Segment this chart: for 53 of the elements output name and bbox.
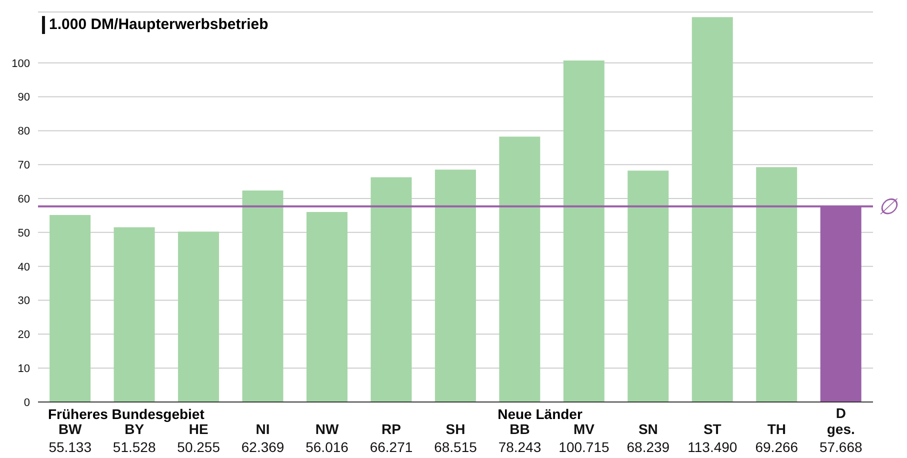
bar bbox=[242, 190, 284, 402]
x-tick-label: NW bbox=[315, 421, 340, 437]
bar bbox=[756, 167, 798, 402]
data-label: 51.528 bbox=[112, 439, 156, 455]
x-tick-label: RP bbox=[382, 421, 401, 437]
bar bbox=[628, 170, 669, 402]
text: Früheres Bundesgebiet bbox=[48, 406, 204, 422]
data-label: 68.515 bbox=[434, 439, 478, 455]
x-tick-label: TH bbox=[767, 421, 786, 437]
y-tick-label: 100 bbox=[12, 58, 30, 70]
y-tick-label: 30 bbox=[18, 295, 30, 308]
x-tick-label: HE bbox=[188, 421, 208, 437]
y-tick-label: 70 bbox=[18, 160, 30, 172]
data-label: 100.715 bbox=[558, 439, 610, 455]
bar bbox=[114, 227, 155, 402]
bar bbox=[306, 212, 348, 402]
y-tick-label: 40 bbox=[18, 261, 30, 274]
x-tick-label: MV bbox=[573, 421, 596, 437]
bar bbox=[178, 232, 220, 402]
data-label: 66.271 bbox=[370, 439, 413, 455]
x-tick-label: BW bbox=[58, 421, 83, 437]
data-label: 113.490 bbox=[688, 439, 738, 455]
ref-line-label: ∅ bbox=[878, 194, 898, 220]
bar bbox=[370, 177, 412, 402]
data-label: 57.668 bbox=[819, 439, 863, 455]
chart-title: 1.000 DM/Haupterwerbsbetrieb bbox=[42, 16, 268, 34]
data-label: 50.255 bbox=[177, 439, 220, 455]
data-label: 56.016 bbox=[306, 439, 349, 455]
bar bbox=[563, 60, 604, 402]
y-tick-label: 10 bbox=[18, 362, 30, 375]
y-tick-label: 80 bbox=[18, 126, 30, 138]
data-label: 78.243 bbox=[498, 439, 542, 455]
y-tick-label: 90 bbox=[18, 92, 30, 104]
y-tick-label: 20 bbox=[18, 329, 30, 342]
x-tick-label: NI bbox=[256, 421, 270, 437]
bar bbox=[499, 136, 540, 402]
x-tick-label: SN bbox=[638, 421, 658, 437]
data-label: 69.266 bbox=[755, 439, 798, 455]
x-tick-label: BY bbox=[124, 421, 145, 437]
x-tick-label: D ges. bbox=[826, 405, 855, 437]
bar bbox=[50, 215, 91, 402]
x-tick-label: BB bbox=[510, 421, 530, 437]
x-tick-label: SH bbox=[446, 421, 466, 437]
text: Neue Länder bbox=[498, 406, 582, 422]
data-label: 62.369 bbox=[241, 439, 284, 455]
y-tick-label: 60 bbox=[18, 193, 30, 206]
data-label: 68.239 bbox=[626, 439, 670, 455]
y-tick-label: 0 bbox=[24, 396, 30, 409]
x-tick-label: ST bbox=[703, 421, 722, 437]
y-tick-label: 50 bbox=[18, 227, 30, 240]
data-label: 55.133 bbox=[48, 439, 92, 455]
bar bbox=[692, 17, 733, 402]
bar bbox=[434, 170, 476, 402]
